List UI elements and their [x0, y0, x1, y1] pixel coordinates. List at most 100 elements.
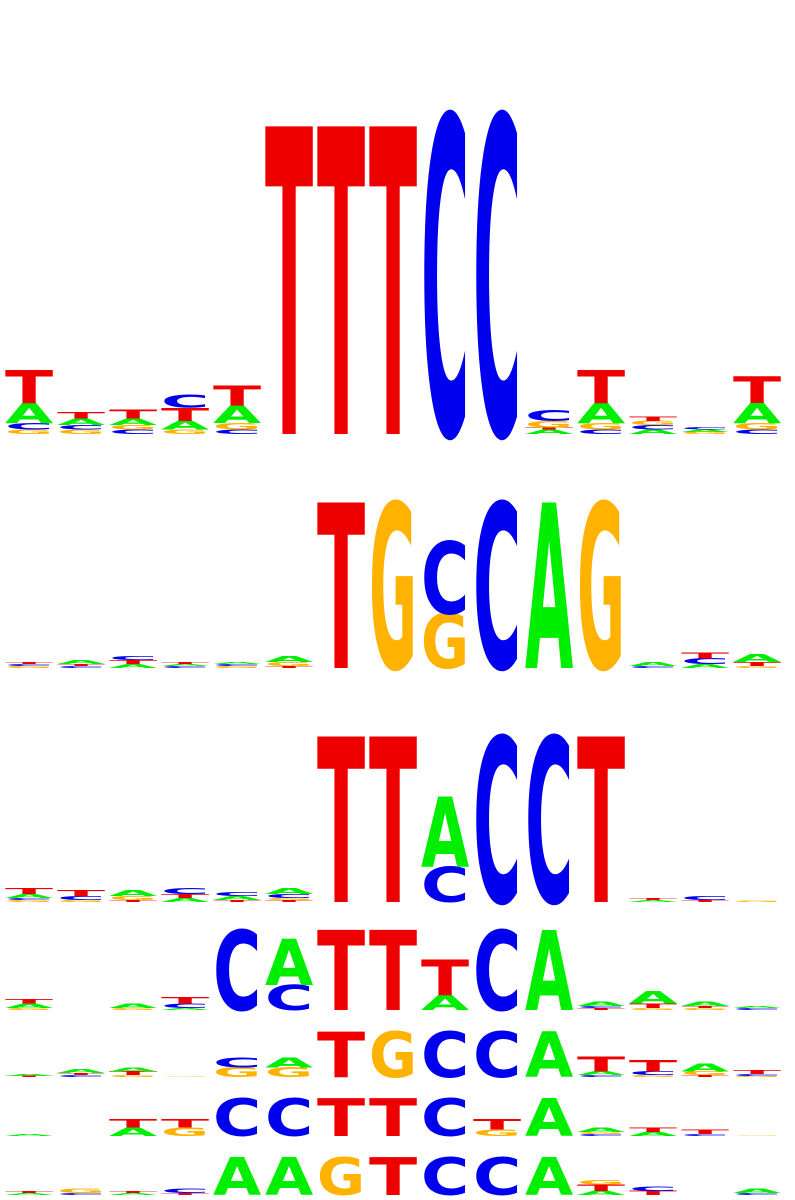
logo-letter-T: T: [317, 909, 365, 1036]
logo-letter-G: G: [681, 1007, 729, 1010]
logo-letter-T: T: [5, 887, 53, 896]
logo-letter-T: T: [161, 996, 210, 1006]
logo-letter-T: T: [109, 1117, 158, 1130]
logo-letter-C: C: [57, 1075, 105, 1078]
logo-letter-C: C: [161, 887, 209, 896]
logo-letter-G: G: [421, 599, 469, 686]
logo-letter-T: T: [109, 900, 157, 903]
logo-letter-A: A: [161, 1007, 209, 1010]
logo-letter-A: A: [213, 1147, 262, 1200]
logo-letter-T: T: [5, 361, 54, 414]
logo-letter-C: C: [265, 1088, 313, 1148]
logo-letter-G: G: [57, 1188, 105, 1195]
logo-letter-T: T: [369, 1147, 417, 1200]
logo-letter-A: A: [57, 659, 106, 665]
logo-letter-A: A: [109, 417, 158, 428]
logo-letter-C: C: [473, 693, 521, 957]
logo-letter-A: A: [109, 1125, 158, 1139]
logo-letter-A: A: [681, 1001, 730, 1008]
logo-letter-T: T: [317, 1019, 366, 1092]
logo-letter-T: T: [57, 1073, 105, 1076]
logo-letter-A: A: [109, 889, 158, 898]
logo-letter-C: C: [57, 1192, 105, 1195]
logo-letter-T: T: [733, 370, 781, 412]
logo-letter-A: A: [57, 1068, 105, 1074]
logo-letter-C: C: [733, 1192, 781, 1195]
logo-letter-T: T: [161, 1192, 209, 1195]
logo-letter-A: A: [681, 429, 729, 432]
logo-letter-A: A: [161, 418, 210, 432]
logo-letter-C: C: [421, 522, 469, 637]
logo-letter-G: G: [733, 1135, 781, 1136]
logo-letter-G: G: [5, 666, 53, 669]
logo-letter-C: C: [473, 28, 521, 537]
logo-letter-A: A: [265, 1147, 314, 1200]
logo-letter-T: T: [681, 900, 729, 903]
logo-letter-C: C: [421, 1088, 469, 1148]
logo-letter-G: G: [629, 1075, 677, 1078]
logo-letter-T: T: [577, 1007, 625, 1010]
logo-letter-A: A: [525, 908, 573, 1036]
logo-letter-A: A: [265, 1055, 313, 1070]
logo-letter-T: T: [421, 951, 470, 1007]
logo-letter-T: T: [317, 43, 366, 534]
logo-letter-T: T: [317, 457, 365, 722]
logo-letter-G: G: [317, 1148, 365, 1200]
logo-letter-C: C: [5, 664, 53, 667]
logo-letter-T: T: [577, 1183, 626, 1193]
logo-letter-C: C: [57, 666, 105, 669]
logo-letter-C: C: [629, 424, 677, 431]
logo-letter-C: C: [525, 693, 573, 957]
logo-letter-A: A: [577, 1190, 626, 1197]
logo-letter-A: A: [629, 988, 678, 1008]
logo-letter-T: T: [5, 1076, 53, 1078]
logo-letter-A: A: [5, 893, 54, 899]
logo-letter-T: T: [629, 1190, 677, 1197]
logo-letter-A: A: [5, 398, 53, 430]
logo-letter-A: A: [161, 664, 209, 667]
logo-letter-T: T: [629, 1057, 677, 1075]
logo-letter-A: A: [265, 926, 314, 1000]
logo-letter-T: T: [109, 407, 158, 421]
logo-letter-G: G: [5, 1007, 53, 1010]
logo-letter-G: G: [577, 421, 625, 432]
logo-letter-A: A: [733, 1188, 782, 1195]
logo-letter-G: G: [733, 421, 781, 432]
logo-letter-A: A: [109, 1067, 157, 1073]
logo-letter-G: G: [5, 428, 53, 435]
logo-letter-T: T: [213, 900, 261, 903]
logo-letter-G: G: [213, 666, 261, 669]
logo-letter-G: G: [681, 431, 729, 434]
logo-letter-T: T: [681, 1129, 729, 1136]
logo-letter-C: C: [161, 666, 209, 669]
logo-letter-A: A: [213, 895, 262, 901]
logo-letter-A: A: [681, 663, 730, 669]
logo-letter-A: A: [525, 1088, 574, 1149]
logo-letter-T: T: [161, 1117, 210, 1130]
logo-letter-T: T: [109, 1070, 157, 1076]
logo-letter-C: C: [473, 459, 521, 723]
logo-letter-G: G: [681, 1070, 729, 1076]
logo-letter-T: T: [265, 900, 313, 903]
logo-letter-T: T: [369, 909, 417, 1036]
logo-letter-T: T: [733, 1069, 781, 1075]
logo-letter-A: A: [213, 401, 262, 429]
logo-letter-T: T: [629, 1127, 677, 1134]
logo-letter-G: G: [629, 420, 677, 427]
logo-letter-T: T: [5, 662, 53, 665]
logo-letter-C: C: [161, 1003, 209, 1010]
logo-letter-C: C: [629, 1186, 677, 1193]
logo-letter-A: A: [5, 1074, 53, 1077]
logo-letter-G: G: [733, 666, 781, 669]
logo-letter-C: C: [213, 664, 261, 667]
logo-letter-A: A: [629, 661, 678, 667]
logo-letter-T: T: [5, 1190, 53, 1193]
logo-letter-T: T: [369, 1088, 417, 1148]
logo-letter-C: C: [525, 407, 573, 424]
logo-letter-A: A: [733, 652, 782, 665]
